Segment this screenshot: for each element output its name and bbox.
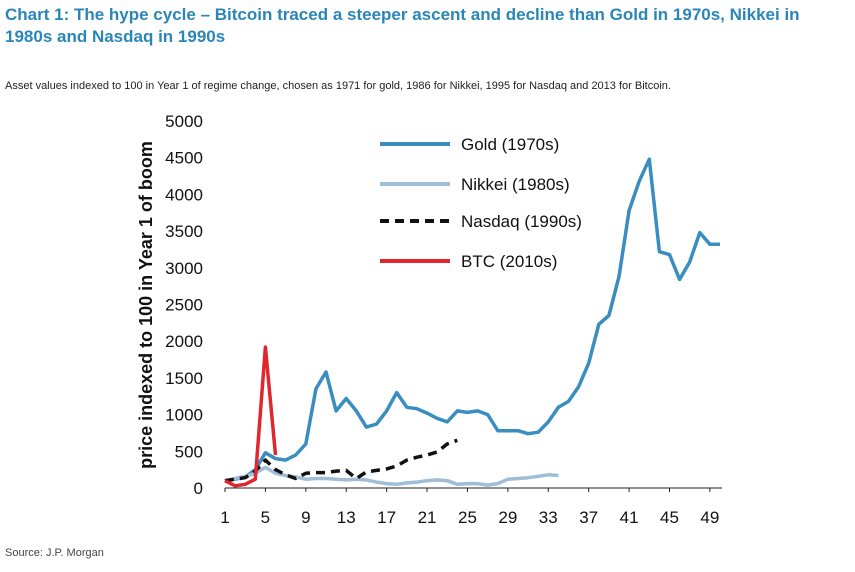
x-tick-label: 41 [620,508,639,527]
x-tick-label: 45 [660,508,679,527]
chart-source: Source: J.P. Morgan [5,547,104,559]
x-tick-label: 37 [579,508,598,527]
y-tick-label: 2000 [165,332,203,351]
x-tick-label: 29 [498,508,517,527]
y-tick-label: 500 [175,442,203,461]
x-tick-label: 17 [377,508,396,527]
chart-legend: Gold (1970s) Nikkei (1980s) Nasdaq (1990s)… [380,135,582,271]
legend-label-3: Nasdaq (1990s) [461,212,582,231]
x-tick-label: 9 [301,508,310,527]
series-line-3 [224,438,458,483]
x-axis: 1 5 9 13 17 21 25 29 33 37 41 45 49 [220,487,722,527]
x-tick-label: 21 [418,508,437,527]
chart-title: Chart 1: The hype cycle – Bitcoin traced… [5,5,800,46]
y-tick-label: 1500 [165,369,203,388]
y-axis-label: price indexed to 100 in Year 1 of boom [136,141,156,469]
y-tick-label: 1000 [165,406,203,425]
x-tick-label: 49 [700,508,719,527]
y-tick-label: 3000 [165,259,203,278]
chart-series [224,157,720,488]
x-tick-label: 5 [261,508,270,527]
series-line-1 [224,157,720,483]
legend-label-4: BTC (2010s) [461,252,557,271]
y-tick-label: 5000 [165,112,203,131]
series-line-4 [224,345,278,488]
y-axis: 0 500 1000 1500 2000 2500 3000 3500 4000 4500 5000 [165,112,203,498]
y-tick-label: 3500 [165,222,203,241]
legend-label-2: Nikkei (1980s) [461,175,570,194]
series-line-2 [224,465,559,487]
legend-label-1: Gold (1970s) [461,135,559,154]
y-tick-label: 4000 [165,185,203,204]
y-tick-label: 0 [194,479,203,498]
y-tick-label: 4500 [165,149,203,168]
x-tick-label: 33 [539,508,558,527]
x-tick-label: 13 [337,508,356,527]
x-tick-label: 1 [220,508,229,527]
y-tick-label: 2500 [165,296,203,315]
chart-subtitle: Asset values indexed to 100 in Year 1 of… [5,80,671,92]
x-tick-label: 25 [458,508,477,527]
